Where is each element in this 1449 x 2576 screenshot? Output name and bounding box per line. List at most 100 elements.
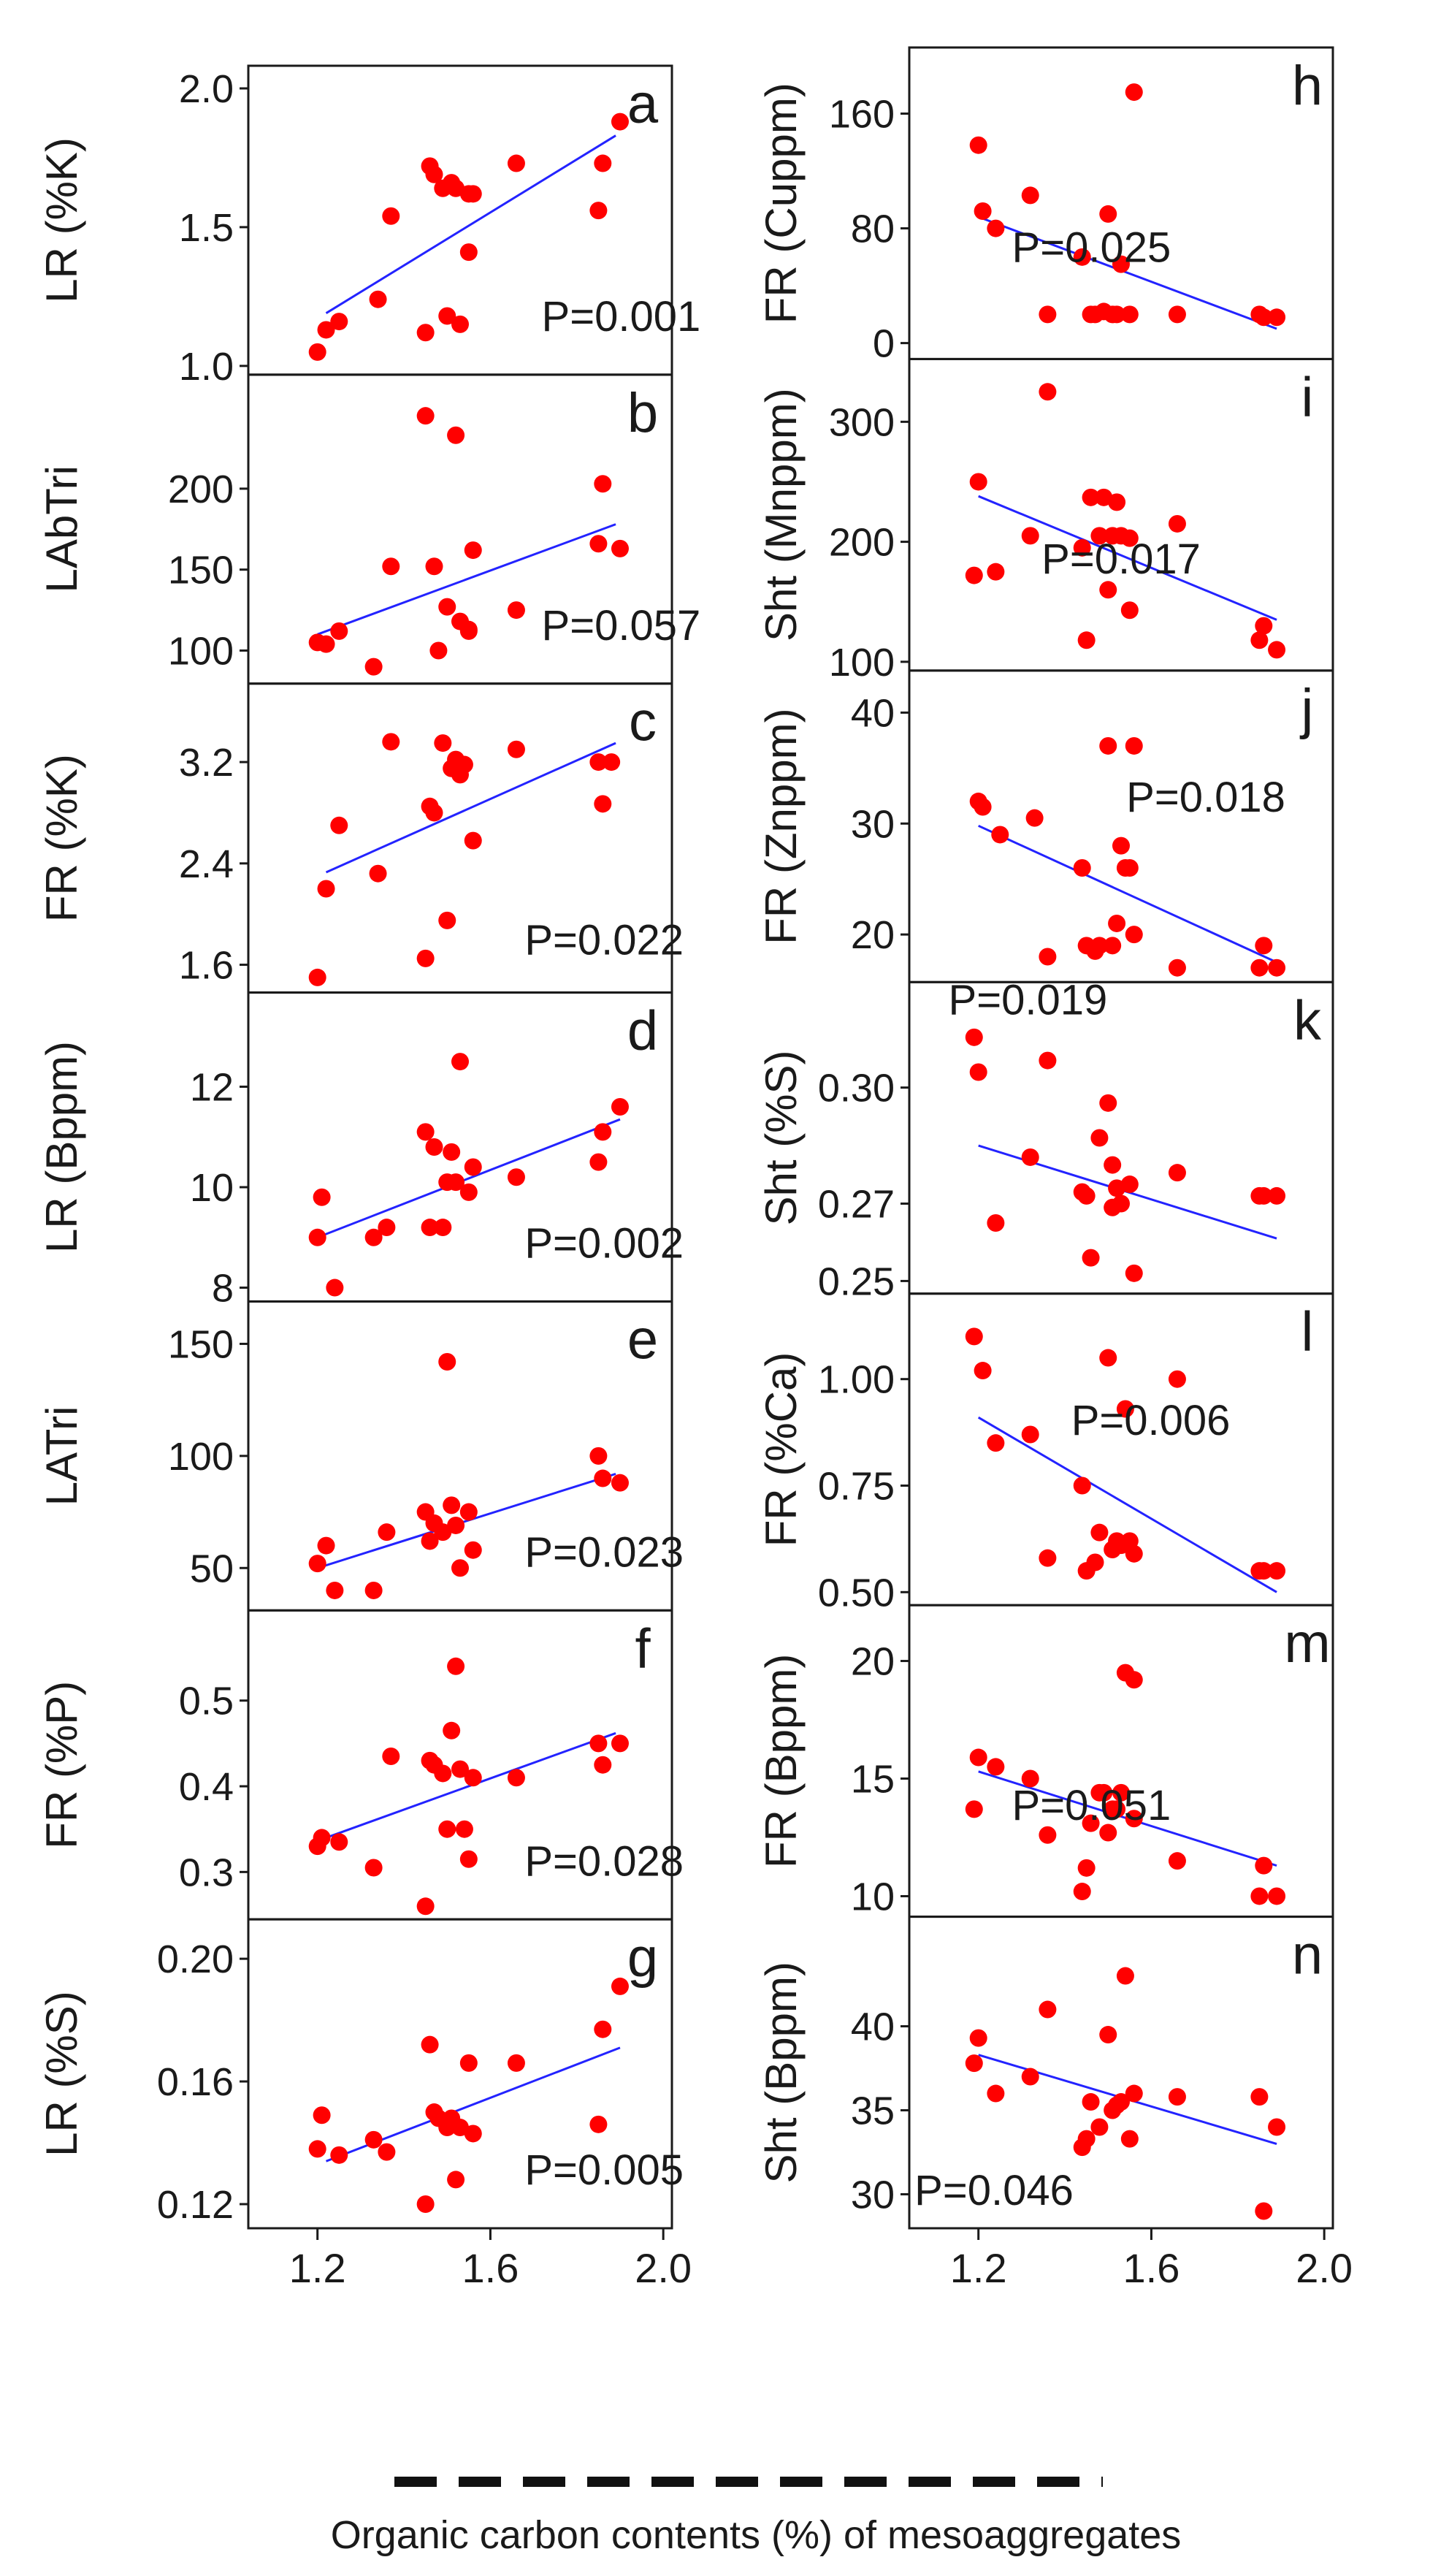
y-tick-label: 20 [851, 913, 895, 957]
y-tick-label: 100 [168, 1435, 234, 1479]
p-value-label: P=0.022 [524, 917, 684, 964]
data-point [421, 2035, 439, 2054]
data-point [969, 473, 987, 491]
data-point [464, 185, 482, 203]
regression-line [317, 1118, 621, 1239]
data-point [589, 1734, 608, 1753]
data-point [451, 1053, 469, 1071]
y-tick-label: 1.5 [179, 206, 234, 250]
data-point [447, 1657, 465, 1675]
p-value-label: P=0.028 [524, 1837, 684, 1885]
data-point [1025, 809, 1044, 827]
data-point [987, 219, 1005, 237]
p-value-label: P=0.005 [524, 2146, 684, 2194]
data-point [451, 1760, 469, 1778]
data-point [1125, 926, 1143, 944]
data-point [1090, 2118, 1109, 2136]
data-point [1250, 631, 1269, 649]
data-point [1099, 1094, 1117, 1112]
y-tick-label: 0.12 [157, 2183, 234, 2227]
data-point [1112, 1194, 1130, 1213]
x-tick-label: 1.2 [289, 2245, 346, 2291]
data-point [1168, 1370, 1186, 1388]
x-tick-label: 1.6 [462, 2245, 519, 2291]
data-point [443, 1721, 461, 1739]
data-point [1073, 538, 1091, 557]
data-point [308, 2140, 326, 2158]
data-point [308, 968, 326, 986]
data-point [459, 1183, 478, 1201]
data-point [611, 1474, 629, 1492]
regression-line [325, 134, 616, 314]
data-point [1073, 1883, 1091, 1901]
panel-n: 30 35 40 Sht (Bppm) n P=0.046 [757, 1916, 1334, 2230]
data-point [416, 1897, 435, 1916]
data-point [1021, 1769, 1039, 1788]
p-value-label: P=0.046 [914, 2167, 1074, 2214]
data-point [1021, 1148, 1039, 1166]
data-point [974, 1362, 992, 1380]
regression-line [325, 742, 616, 874]
data-point [438, 1352, 456, 1371]
panel-letter: i [1301, 366, 1314, 428]
data-point [1104, 937, 1122, 955]
data-point [464, 831, 482, 850]
data-point [464, 1769, 482, 1787]
y-tick-label: 200 [829, 521, 895, 565]
y-tick-label: 0.20 [157, 1937, 234, 1981]
panel-letter: d [627, 1000, 658, 1062]
data-point [1095, 1783, 1113, 1802]
regression-line [978, 216, 1277, 330]
panel-d: 8 10 12 LR (Bppm) d P=0.002 [37, 991, 684, 1311]
data-point [611, 1734, 629, 1753]
y-tick-label: 2.0 [179, 67, 234, 111]
x-tick-label: 1.2 [950, 2245, 1007, 2291]
data-point [1099, 1349, 1117, 1367]
data-point [369, 290, 387, 308]
data-point [1099, 581, 1117, 599]
y-axis-label: FR (%K) [37, 754, 86, 922]
panel-c: 1.6 2.4 3.2 FR (%K) c P=0.022 [37, 682, 684, 994]
data-point [425, 557, 443, 576]
data-point [974, 202, 992, 221]
regression-line [317, 523, 616, 636]
data-point [421, 1532, 439, 1550]
y-axis-label: FR (Bppm) [757, 1654, 806, 1868]
data-point [987, 2084, 1005, 2103]
y-tick-label: 1.00 [818, 1358, 895, 1402]
data-point [1268, 1887, 1286, 1905]
panel-m: 10 15 20 FR (Bppm) m P=0.051 [757, 1604, 1334, 1918]
y-tick-label: 0.75 [818, 1465, 895, 1509]
data-point [1268, 2118, 1286, 2136]
data-point [459, 1503, 478, 1521]
data-point [1082, 2093, 1100, 2111]
data-point [451, 315, 469, 333]
y-tick-label: 80 [851, 207, 895, 251]
p-value-label: P=0.018 [1126, 774, 1285, 821]
panel-letter: k [1293, 989, 1322, 1051]
y-axis-label: FR (Cuppm) [757, 83, 806, 324]
data-point [969, 2029, 987, 2047]
data-point [326, 1581, 344, 1599]
regression-line [978, 495, 1277, 621]
panel-h: 0 80 160 FR (Cuppm) h P=0.025 [757, 46, 1334, 366]
y-tick-label: 100 [829, 641, 895, 685]
data-point [438, 911, 456, 929]
data-point [308, 1228, 326, 1246]
data-point [416, 2195, 435, 2214]
y-tick-label: 40 [851, 2005, 895, 2049]
data-point [364, 1859, 383, 1877]
data-point [330, 2146, 348, 2164]
data-point [317, 880, 335, 898]
y-tick-label: 20 [851, 1640, 895, 1684]
x-tick-label: 1.6 [1123, 2245, 1180, 2291]
data-point [1112, 837, 1130, 855]
y-tick-label: 300 [829, 400, 895, 444]
p-value-label: P=0.017 [1041, 536, 1201, 583]
data-point [464, 541, 482, 560]
data-point [447, 426, 465, 444]
panel-frame [908, 1916, 1334, 2230]
data-point [1168, 1852, 1186, 1870]
data-point [594, 795, 612, 813]
data-point [1255, 2202, 1273, 2220]
